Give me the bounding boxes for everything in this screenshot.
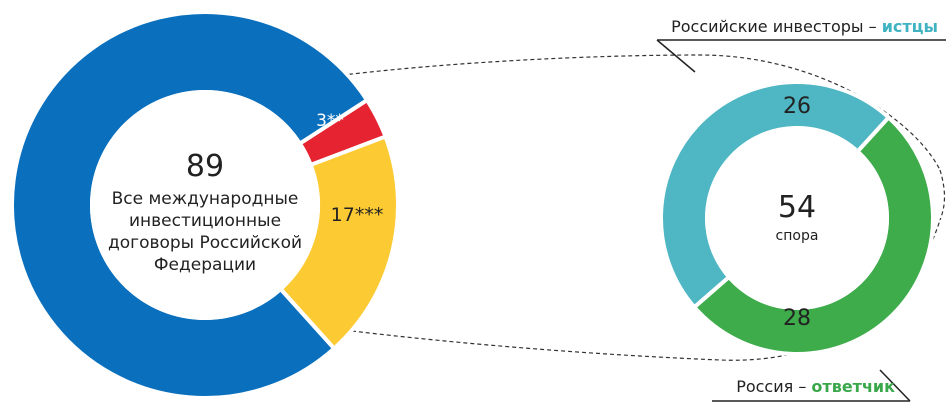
slice-label-yellow: 17*** xyxy=(331,204,384,226)
slice-label-russia: 28 xyxy=(783,306,811,331)
donut-left-center-line-2: инвестиционные xyxy=(129,211,281,231)
annotation-investors: Российские инвесторы – истцы xyxy=(671,17,938,36)
annotation-russia-prefix: Россия – xyxy=(736,377,811,396)
investors-pointer-diagonal xyxy=(656,39,696,73)
donut-left-center-line-1: Все международные xyxy=(112,189,299,209)
donut-right-center-text: спора xyxy=(776,228,819,244)
slice-label-investors: 26 xyxy=(783,94,811,119)
connector-dashed-top xyxy=(334,54,941,171)
russia-pointer-diagonal xyxy=(879,369,911,402)
annotation-investors-prefix: Российские инвесторы – xyxy=(671,17,882,36)
annotation-russia: Россия – ответчик xyxy=(736,377,895,396)
annotation-investors-role: истцы xyxy=(882,17,938,36)
donut-right-total: 54 xyxy=(778,190,816,225)
donut-right-center-disc xyxy=(705,126,889,310)
donut-left-center-line-4: Федерации xyxy=(154,255,256,275)
donut-left-center-line-3: договоры Российской xyxy=(108,233,302,253)
donut-left-total: 89 xyxy=(186,149,224,184)
annotation-russia-role: ответчик xyxy=(811,377,895,396)
slice-label-red: 3** xyxy=(316,111,344,131)
donut-left-center-disc xyxy=(90,90,320,320)
connector-dashed-right xyxy=(939,169,946,221)
